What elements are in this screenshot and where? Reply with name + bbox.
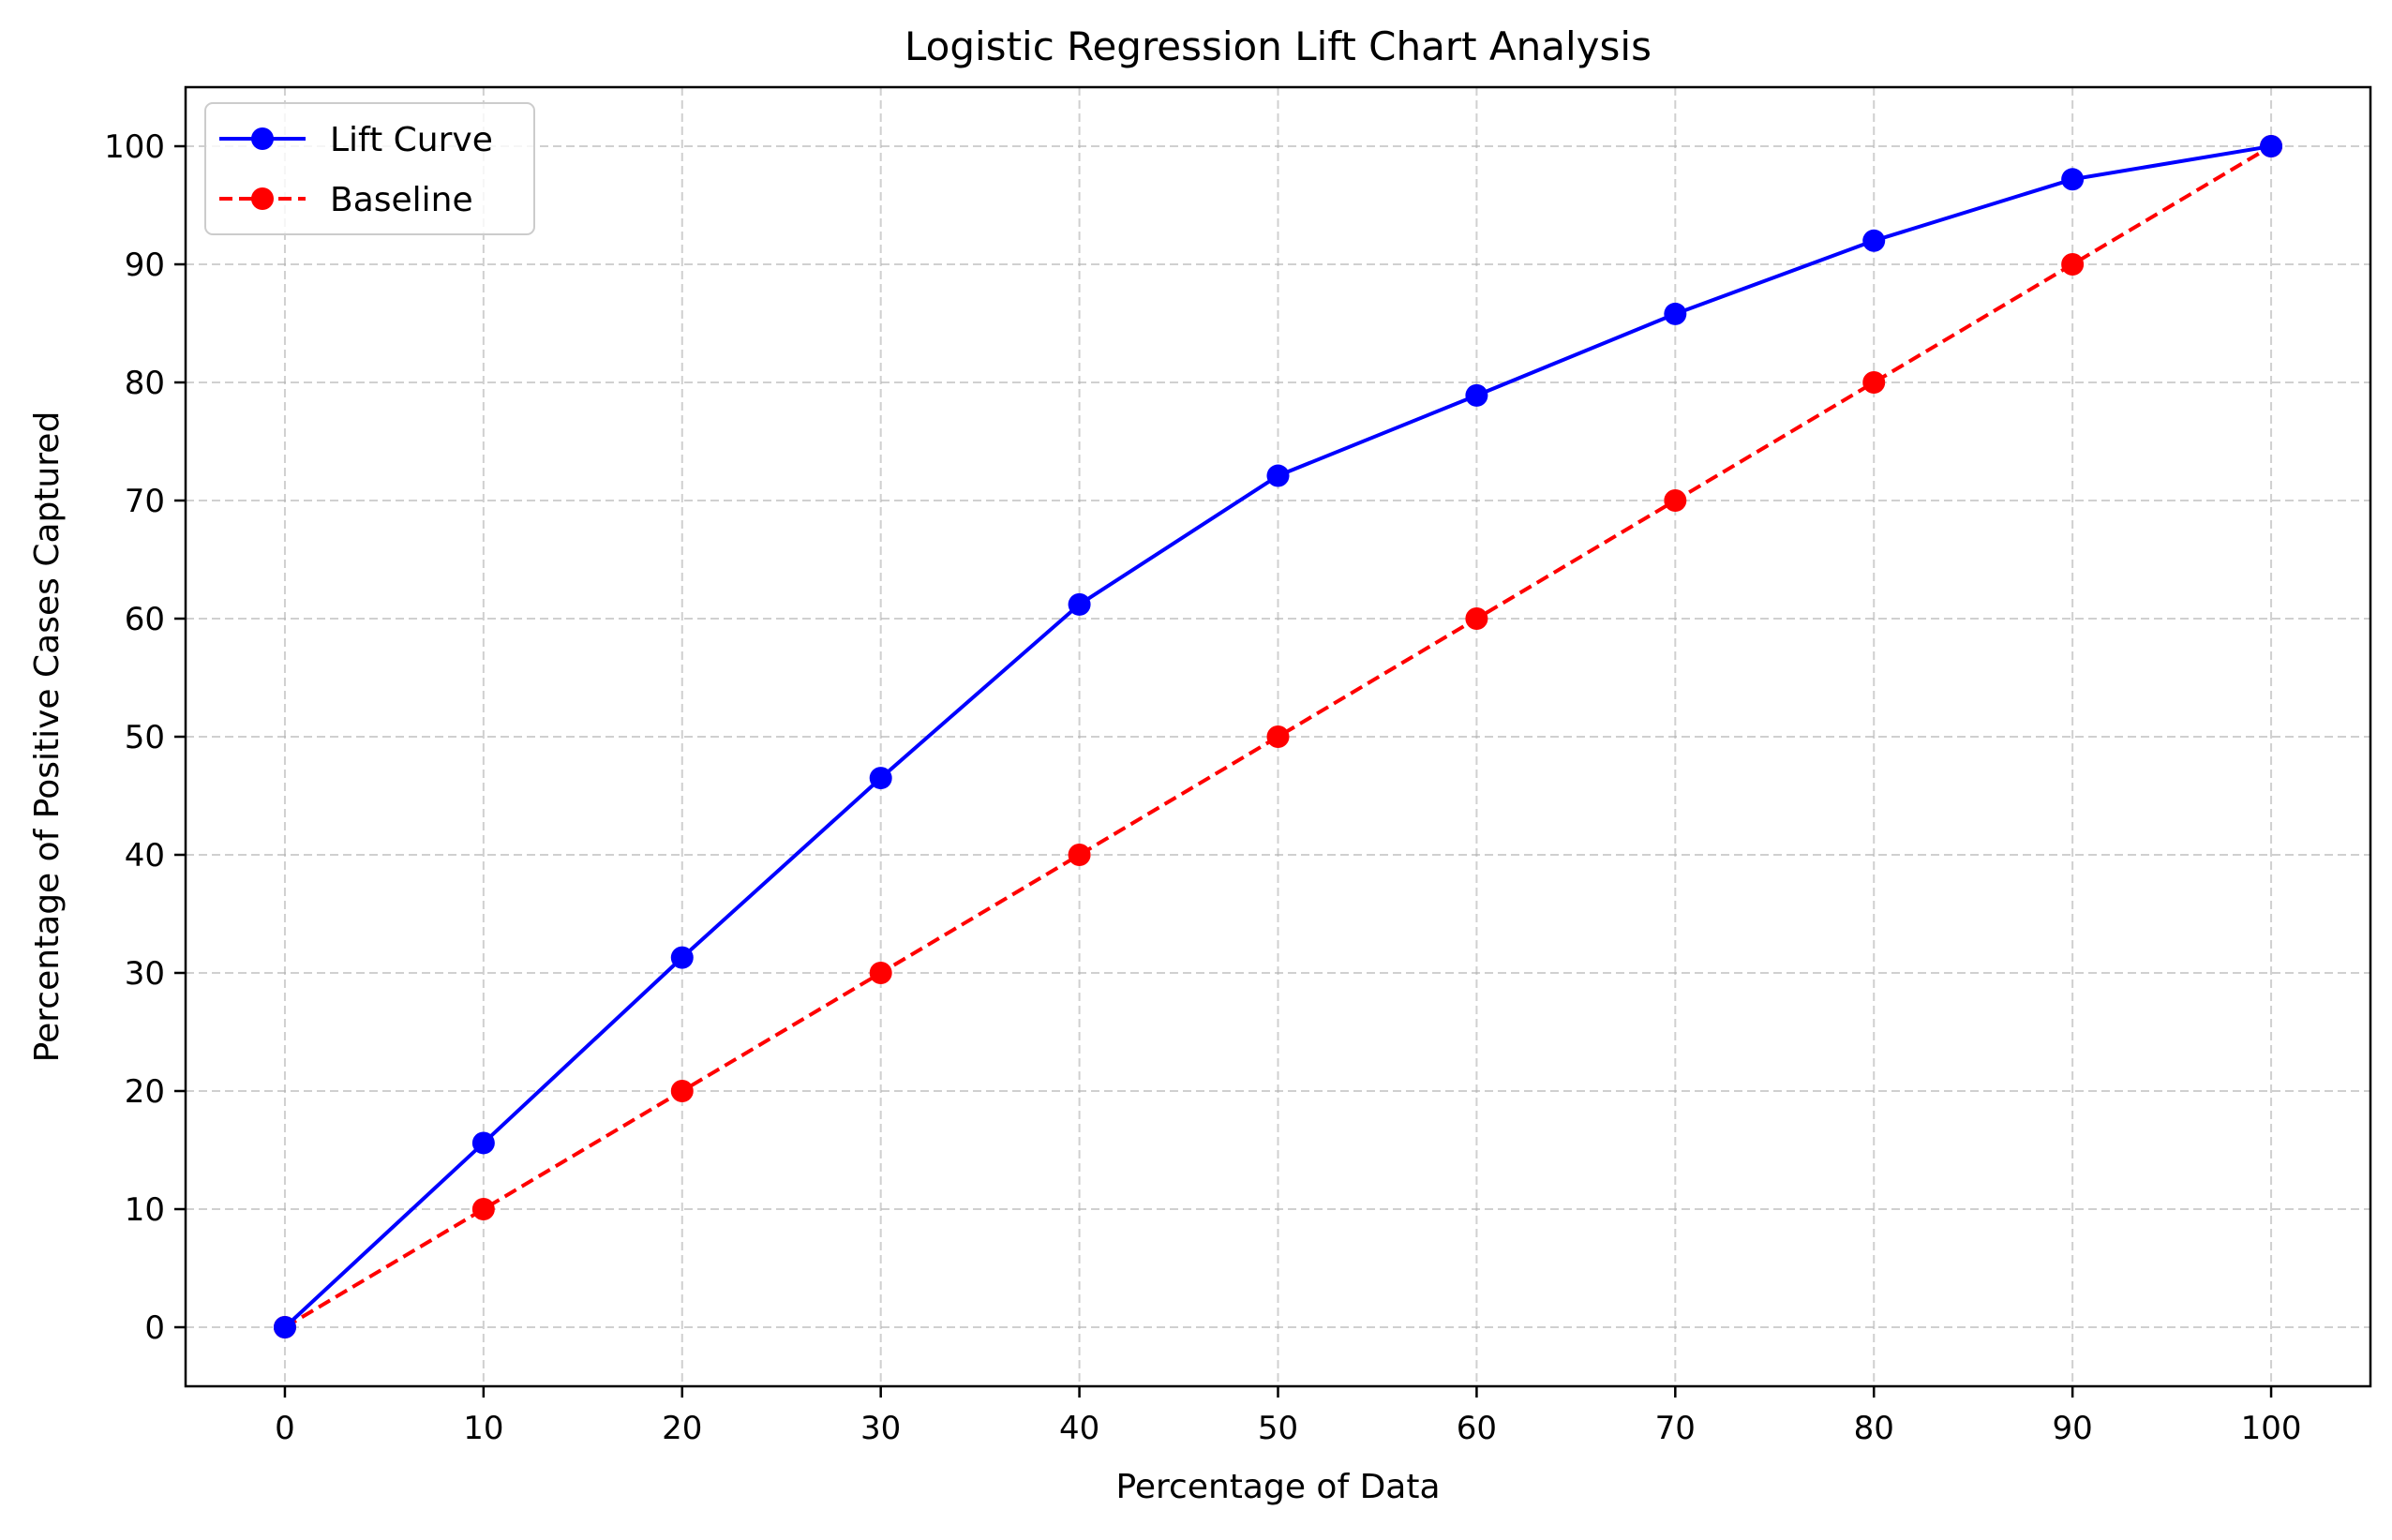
- data-point-baseline: [2061, 253, 2085, 276]
- tick-layer: 0 10 20 30 40 50 60 70 80 90 100 0 10 20 30 40 50 60 70 80 9…: [104, 128, 2301, 1447]
- x-tick-label: 90: [2053, 1410, 2093, 1447]
- data-point-baseline: [1465, 607, 1488, 630]
- data-point-baseline: [1266, 725, 1290, 748]
- data-point-lift-curve: [869, 767, 892, 790]
- x-tick-label: 100: [2241, 1410, 2302, 1447]
- series-line-baseline: [283, 144, 2273, 1329]
- x-tick-label: 70: [1655, 1410, 1696, 1447]
- x-axis-label: Percentage of Data: [1115, 1468, 1440, 1506]
- data-point-baseline: [1664, 489, 1687, 512]
- data-point-lift-curve: [2260, 135, 2283, 157]
- y-tick-label: 100: [104, 128, 165, 166]
- legend: Lift Curve Baseline: [204, 102, 535, 235]
- y-tick-label: 0: [144, 1309, 165, 1347]
- data-point-lift-curve: [471, 1131, 495, 1155]
- y-axis-label: Percentage of Positive Cases Captured: [28, 411, 67, 1063]
- data-point-lift-curve: [1862, 229, 1886, 252]
- data-point-baseline: [1862, 371, 1886, 394]
- y-tick-label: 30: [125, 955, 165, 993]
- x-tick-label: 20: [662, 1410, 702, 1447]
- legend-box: [204, 102, 535, 235]
- series-lift-curve: [273, 135, 2283, 1338]
- data-point-lift-curve: [2061, 168, 2085, 191]
- x-tick-label: 80: [1854, 1410, 1894, 1447]
- data-point-baseline: [1068, 844, 1091, 866]
- y-tick-label: 80: [125, 365, 165, 402]
- chart-title: Logistic Regression Lift Chart Analysis: [904, 23, 1652, 69]
- series-baseline: [273, 135, 2283, 1338]
- y-tick-label: 50: [125, 719, 165, 756]
- x-tick-label: 40: [1059, 1410, 1099, 1447]
- x-tick-label: 0: [275, 1410, 295, 1447]
- x-tick-label: 30: [860, 1410, 901, 1447]
- series-layer: [273, 135, 2283, 1338]
- data-point-baseline: [670, 1080, 694, 1102]
- y-tick-label: 40: [125, 837, 165, 875]
- y-tick-label: 90: [125, 247, 165, 284]
- data-point-baseline: [471, 1198, 495, 1220]
- x-tick-label: 10: [463, 1410, 503, 1447]
- legend-label-lift-curve: Lift Curve: [330, 121, 493, 159]
- y-tick-label: 60: [125, 601, 165, 638]
- legend-label-baseline: Baseline: [330, 181, 473, 219]
- legend-marker-baseline: [251, 187, 274, 210]
- data-point-lift-curve: [1068, 592, 1091, 616]
- y-tick-label: 70: [125, 483, 165, 520]
- data-point-lift-curve: [1266, 464, 1290, 487]
- data-point-lift-curve: [1465, 383, 1488, 407]
- x-tick-label: 50: [1258, 1410, 1298, 1447]
- y-tick-label: 10: [125, 1191, 165, 1229]
- data-point-lift-curve: [273, 1316, 296, 1338]
- data-point-baseline: [869, 962, 892, 984]
- data-point-lift-curve: [670, 946, 694, 969]
- legend-marker-lift-curve: [251, 127, 274, 150]
- data-point-lift-curve: [1664, 302, 1687, 325]
- y-tick-label: 20: [125, 1073, 165, 1111]
- x-tick-label: 60: [1457, 1410, 1497, 1447]
